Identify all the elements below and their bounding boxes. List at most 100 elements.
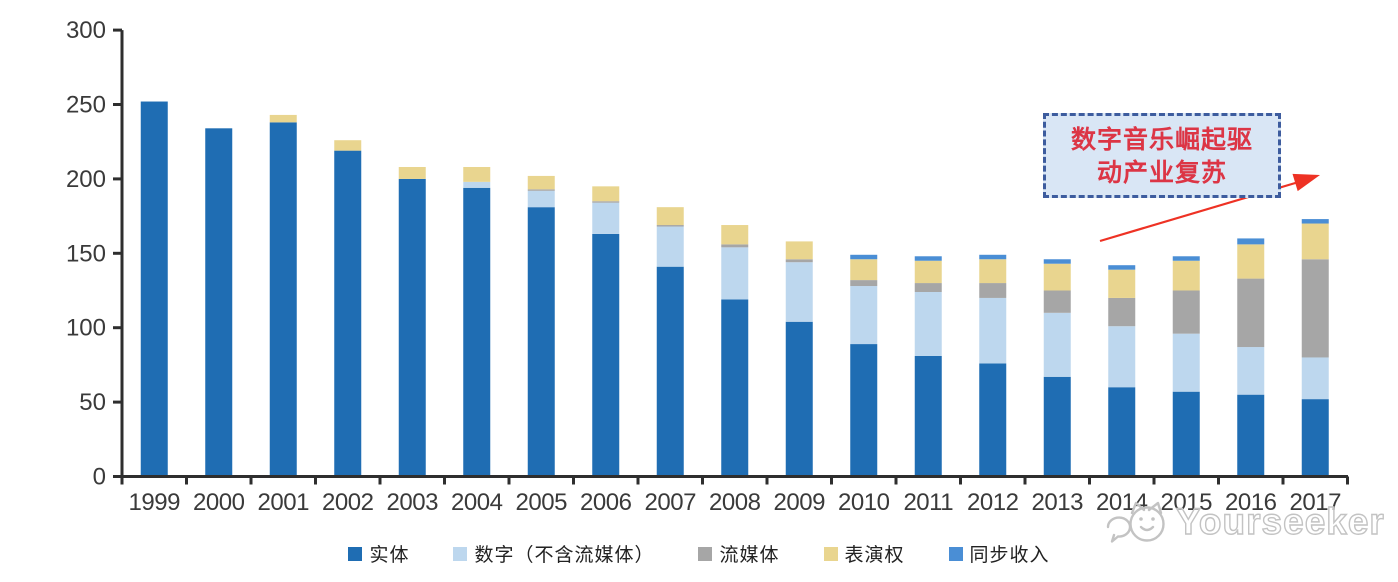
- legend-label-digital-excl-streaming: 数字（不含流媒体）: [474, 544, 655, 566]
- legend-swatch-streaming: [698, 546, 713, 561]
- legend: 实体 数字（不含流媒体） 流媒体 表演权 同步收入: [0, 540, 1398, 567]
- bar-segment-2017-digital-excl-streaming: [1301, 357, 1329, 400]
- bar-segment-1999-physical: [140, 101, 168, 477]
- bar-segment-2009-physical: [785, 321, 813, 477]
- annotation-text-line2: 动产业复苏: [1096, 157, 1227, 187]
- bar-segment-2009-digital-excl-streaming: [785, 262, 813, 322]
- bar-segment-2015-performance-rights: [1172, 260, 1200, 291]
- bar-segment-2000-physical: [205, 128, 233, 477]
- bar-segment-2005-streaming: [527, 189, 555, 191]
- annotation-box: 数字音乐崛起驱 动产业复苏: [1043, 113, 1281, 198]
- bar-segment-2013-performance-rights: [1043, 263, 1071, 291]
- bar-segment-2007-physical: [656, 266, 684, 477]
- bar-segment-2014-digital-excl-streaming: [1108, 326, 1136, 388]
- bar-segment-2015-sync-revenue: [1172, 256, 1200, 261]
- legend-swatch-performance-rights: [823, 546, 838, 561]
- x-axis-label-2007: 2007: [645, 489, 697, 516]
- x-axis-label-2017: 2017: [1290, 489, 1342, 516]
- y-tick-label-100: 100: [66, 315, 106, 342]
- bar-segment-2014-sync-revenue: [1108, 265, 1136, 270]
- bar-segment-2014-performance-rights: [1108, 269, 1136, 298]
- legend-label-sync-revenue: 同步收入: [969, 544, 1050, 566]
- bar-segment-2013-sync-revenue: [1043, 259, 1071, 264]
- bar-segment-2011-streaming: [914, 283, 942, 292]
- y-tick-label-150: 150: [66, 240, 106, 267]
- bar-segment-2006-performance-rights: [592, 186, 620, 202]
- bar-segment-2007-digital-excl-streaming: [656, 226, 684, 267]
- bar-segment-2013-streaming: [1043, 290, 1071, 313]
- x-axis-label-2010: 2010: [838, 489, 890, 516]
- bar-segment-2012-physical: [979, 363, 1007, 477]
- bar-segment-2005-performance-rights: [527, 175, 555, 190]
- bar-segment-2011-digital-excl-streaming: [914, 291, 942, 356]
- bar-segment-2004-physical: [463, 187, 491, 477]
- legend-item-digital-excl-streaming: 数字（不含流媒体）: [453, 540, 654, 567]
- bar-segment-2016-streaming: [1237, 278, 1265, 348]
- y-tick-label-50: 50: [79, 389, 106, 416]
- bar-segment-2013-physical: [1043, 376, 1071, 477]
- x-axis-label-2016: 2016: [1225, 489, 1277, 516]
- bar-segment-2005-physical: [527, 207, 555, 477]
- bar-segment-2010-streaming: [850, 280, 878, 287]
- y-tick-label-250: 250: [66, 92, 106, 119]
- annotation-arrow-head: [1292, 173, 1320, 192]
- legend-swatch-sync-revenue: [948, 546, 963, 561]
- bar-segment-2008-performance-rights: [721, 225, 749, 245]
- legend-label-performance-rights: 表演权: [844, 544, 905, 566]
- bar-segment-2015-streaming: [1172, 290, 1200, 334]
- bar-segment-2006-digital-excl-streaming: [592, 202, 620, 234]
- bar-segment-2015-digital-excl-streaming: [1172, 333, 1200, 392]
- x-axis-label-2004: 2004: [451, 489, 503, 516]
- legend-label-physical: 实体: [369, 544, 410, 566]
- bar-segment-2006-streaming: [592, 201, 620, 203]
- y-tick-label-0: 0: [93, 464, 106, 491]
- bar-segment-2010-sync-revenue: [850, 254, 878, 260]
- bar-segment-2016-physical: [1237, 394, 1265, 477]
- bar-segment-2013-digital-excl-streaming: [1043, 312, 1071, 377]
- bar-segment-2010-performance-rights: [850, 259, 878, 281]
- x-axis-label-2011: 2011: [903, 489, 953, 516]
- bar-segment-2011-sync-revenue: [914, 256, 942, 261]
- legend-item-physical: 实体: [348, 540, 409, 567]
- bar-segment-2017-performance-rights: [1301, 223, 1329, 260]
- bar-segment-2017-streaming: [1301, 259, 1329, 358]
- bar-segment-2012-sync-revenue: [979, 254, 1007, 260]
- legend-item-streaming: 流媒体: [698, 540, 779, 567]
- x-axis-label-2000: 2000: [193, 489, 245, 516]
- bar-segment-2017-sync-revenue: [1301, 219, 1329, 224]
- bar-segment-2011-physical: [914, 355, 942, 477]
- annotation-text-line1: 数字音乐崛起驱: [1070, 124, 1253, 154]
- y-tick-label-200: 200: [66, 166, 106, 193]
- x-axis-label-2002: 2002: [322, 489, 374, 516]
- bar-segment-2010-physical: [850, 344, 878, 477]
- bar-segment-2008-streaming: [721, 244, 749, 248]
- bar-segment-2002-performance-rights: [334, 140, 362, 151]
- bar-segment-2014-physical: [1108, 387, 1136, 477]
- x-axis-label-2015: 2015: [1161, 489, 1213, 516]
- bar-segment-2007-performance-rights: [656, 207, 684, 226]
- bar-segment-2001-performance-rights: [269, 114, 297, 123]
- bar-segment-2012-streaming: [979, 283, 1007, 298]
- bar-segment-2007-streaming: [656, 225, 684, 227]
- bar-segment-2014-streaming: [1108, 297, 1136, 327]
- y-tick-label-300: 300: [66, 17, 106, 44]
- bar-segment-2012-digital-excl-streaming: [979, 297, 1007, 364]
- bar-segment-2009-performance-rights: [785, 241, 813, 260]
- bar-segment-2012-performance-rights: [979, 259, 1007, 284]
- x-axis-label-2005: 2005: [516, 489, 568, 516]
- x-axis-label-2003: 2003: [387, 489, 439, 516]
- legend-swatch-digital-excl-streaming: [453, 546, 468, 561]
- bar-segment-2002-physical: [334, 150, 362, 477]
- bar-segment-2009-streaming: [785, 259, 813, 263]
- x-axis-label-2014: 2014: [1096, 489, 1148, 516]
- legend-label-streaming: 流媒体: [719, 544, 780, 566]
- bar-segment-2010-digital-excl-streaming: [850, 286, 878, 345]
- bar-segment-2006-physical: [592, 233, 620, 477]
- x-axis-label-2012: 2012: [967, 489, 1019, 516]
- bar-segment-2016-performance-rights: [1237, 244, 1265, 279]
- x-axis-label-2009: 2009: [774, 489, 826, 516]
- x-axis-label-1999: 1999: [129, 489, 181, 516]
- bar-segment-2003-physical: [398, 178, 426, 477]
- x-axis-label-2008: 2008: [709, 489, 761, 516]
